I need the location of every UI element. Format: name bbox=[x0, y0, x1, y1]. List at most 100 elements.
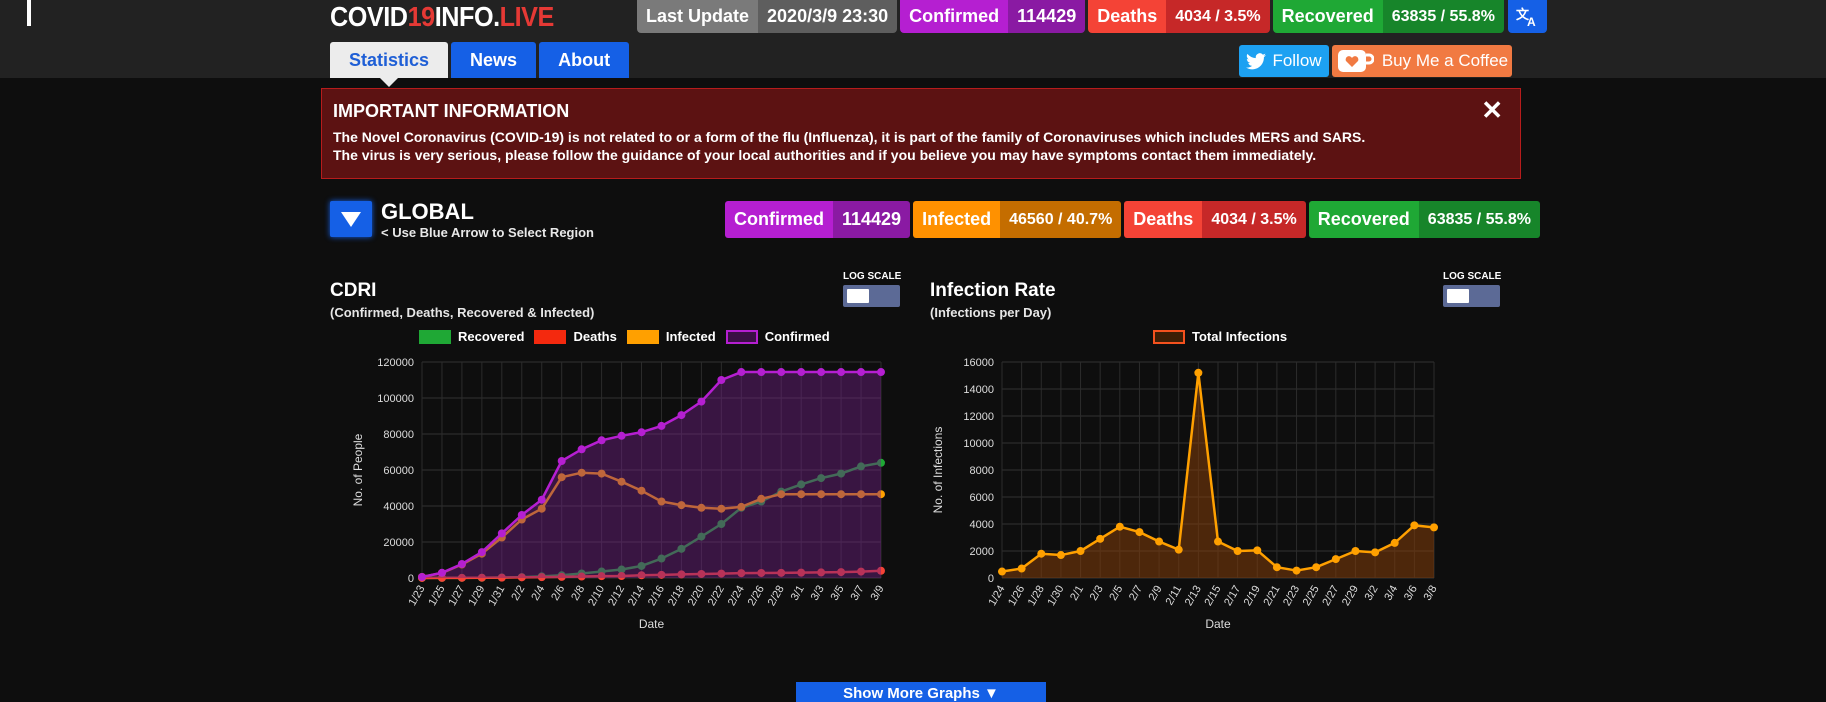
data-point-deaths bbox=[777, 568, 786, 577]
svg-text:文: 文 bbox=[1516, 7, 1530, 22]
x-tick-label: 3/7 bbox=[849, 584, 867, 603]
data-point-deaths bbox=[477, 573, 486, 582]
cdri-log-scale-toggle[interactable] bbox=[843, 285, 900, 307]
x-tick-label: 2/13 bbox=[1183, 584, 1204, 609]
site-logo[interactable]: COVID19INFO.LIVE bbox=[330, 1, 554, 33]
x-tick-label: 3/8 bbox=[1422, 584, 1440, 603]
infection-rate-chart-title: Infection Rate bbox=[930, 280, 1056, 301]
legend-item-deaths[interactable]: Deaths bbox=[534, 329, 617, 344]
data-point-infected bbox=[717, 504, 726, 513]
x-tick-label: 2/12 bbox=[606, 584, 627, 609]
legend-item-recovered[interactable]: Recovered bbox=[419, 329, 524, 344]
translate-button[interactable]: 文 A bbox=[1507, 0, 1547, 33]
data-point-confirmed bbox=[777, 368, 786, 377]
data-point-total-infections bbox=[1037, 549, 1046, 558]
data-point-deaths bbox=[837, 568, 846, 577]
x-tick-label: 2/10 bbox=[586, 584, 607, 609]
region-confirmed-value: 114429 bbox=[833, 201, 911, 238]
toggle-knob bbox=[847, 289, 869, 303]
data-point-deaths bbox=[657, 570, 666, 579]
alert-line-2: The virus is very serious, please follow… bbox=[333, 147, 1317, 163]
data-point-total-infections bbox=[1115, 522, 1124, 531]
x-tick-label: 1/28 bbox=[1026, 584, 1047, 609]
show-more-graphs-button[interactable]: Show More Graphs ▼ bbox=[796, 682, 1046, 702]
recovered-value: 63835 / 55.8% bbox=[1382, 0, 1504, 33]
infection-rate-log-scale-toggle[interactable] bbox=[1443, 285, 1500, 307]
infection-rate-chart-subtitle: (Infections per Day) bbox=[930, 305, 1052, 320]
logo-text-19: 19 bbox=[407, 1, 436, 32]
logo-text-live: LIVE bbox=[499, 1, 555, 32]
translate-icon: 文 A bbox=[1516, 7, 1536, 28]
y-tick-label: 120000 bbox=[377, 357, 414, 369]
logo-text-info: INFO. bbox=[434, 1, 500, 32]
data-point-confirmed bbox=[817, 368, 826, 377]
svg-text:A: A bbox=[1527, 15, 1536, 28]
cdri-log-scale-label: LOG SCALE bbox=[843, 271, 902, 282]
y-tick-label: 40000 bbox=[383, 501, 414, 513]
confirmed-value: 114429 bbox=[1008, 0, 1086, 33]
data-point-recovered bbox=[837, 469, 846, 478]
x-tick-label: 3/5 bbox=[829, 584, 847, 603]
close-icon[interactable]: ✕ bbox=[1481, 95, 1503, 125]
data-point-confirmed bbox=[418, 572, 426, 581]
data-point-total-infections bbox=[1390, 538, 1399, 547]
data-point-confirmed bbox=[617, 431, 626, 440]
buy-coffee-button[interactable]: Buy Me a Coffee bbox=[1332, 45, 1512, 77]
data-point-total-infections bbox=[998, 567, 1006, 576]
data-point-deaths bbox=[537, 573, 546, 582]
legend-label: Recovered bbox=[458, 329, 525, 344]
tab-news[interactable]: News bbox=[451, 42, 537, 78]
data-point-infected bbox=[657, 497, 666, 506]
data-point-recovered bbox=[877, 458, 885, 467]
data-point-deaths bbox=[617, 572, 626, 581]
tab-statistics[interactable]: Statistics bbox=[330, 42, 449, 87]
region-select-button[interactable] bbox=[330, 201, 372, 237]
data-point-deaths bbox=[717, 569, 726, 578]
data-point-recovered bbox=[657, 554, 666, 563]
data-point-recovered bbox=[817, 474, 826, 483]
y-axis-label: No. of Infections bbox=[931, 427, 945, 514]
confirmed-label: Confirmed bbox=[900, 0, 1009, 33]
data-point-confirmed bbox=[797, 368, 806, 377]
infection-rate-chart: 0 2000 4000 6000 8000 10000 12000 14000 16000 1/2… bbox=[931, 357, 1440, 631]
x-tick-label: 2/16 bbox=[646, 584, 667, 609]
legend-item-confirmed[interactable]: Confirmed bbox=[725, 329, 830, 344]
data-point-total-infections bbox=[1410, 521, 1419, 530]
region-infected-value: 46560 / 40.7% bbox=[1000, 201, 1122, 238]
x-tick-label: 2/21 bbox=[1261, 584, 1282, 609]
alert-title: IMPORTANT INFORMATION bbox=[333, 101, 570, 121]
data-point-infected bbox=[597, 469, 606, 478]
legend-swatch bbox=[1153, 329, 1185, 344]
x-tick-label: 3/2 bbox=[1363, 584, 1381, 603]
region-deaths-badge: Deaths 4034 / 3.5% bbox=[1124, 201, 1306, 238]
data-point-deaths bbox=[677, 570, 686, 579]
x-tick-label: 2/24 bbox=[726, 584, 747, 609]
data-point-deaths bbox=[697, 569, 706, 578]
data-point-confirmed bbox=[857, 368, 866, 377]
legend-item-total-infections[interactable]: Total Infections bbox=[1153, 329, 1287, 344]
data-point-total-infections bbox=[1174, 545, 1183, 554]
legend-item-infected[interactable]: Infected bbox=[626, 329, 716, 344]
main-nav: Statistics News About bbox=[330, 42, 630, 87]
data-point-total-infections bbox=[1292, 566, 1301, 575]
toggle-knob bbox=[1447, 289, 1469, 303]
region-recovered-value: 63835 / 55.8% bbox=[1418, 201, 1540, 238]
data-point-deaths bbox=[857, 567, 866, 576]
region-confirmed-label: Confirmed bbox=[725, 201, 833, 238]
last-update-badge: Last Update 2020/3/9 23:30 bbox=[637, 0, 898, 33]
coffee-cup-icon bbox=[1337, 50, 1374, 72]
recovered-badge: Recovered 63835 / 55.8% bbox=[1272, 0, 1504, 33]
infection-rate-legend: Total Infections bbox=[1153, 329, 1287, 344]
data-point-infected bbox=[837, 490, 846, 499]
data-point-confirmed bbox=[837, 368, 846, 377]
data-point-recovered bbox=[717, 520, 726, 528]
data-point-deaths bbox=[577, 572, 586, 581]
tab-about[interactable]: About bbox=[539, 42, 630, 78]
x-tick-label: 3/9 bbox=[869, 584, 887, 603]
twitter-follow-button[interactable]: Follow bbox=[1239, 45, 1329, 77]
data-point-confirmed bbox=[637, 428, 646, 437]
data-point-confirmed bbox=[757, 368, 766, 377]
data-point-infected bbox=[557, 473, 566, 482]
x-tick-label: 2/19 bbox=[1242, 584, 1263, 609]
data-point-confirmed bbox=[457, 559, 466, 568]
